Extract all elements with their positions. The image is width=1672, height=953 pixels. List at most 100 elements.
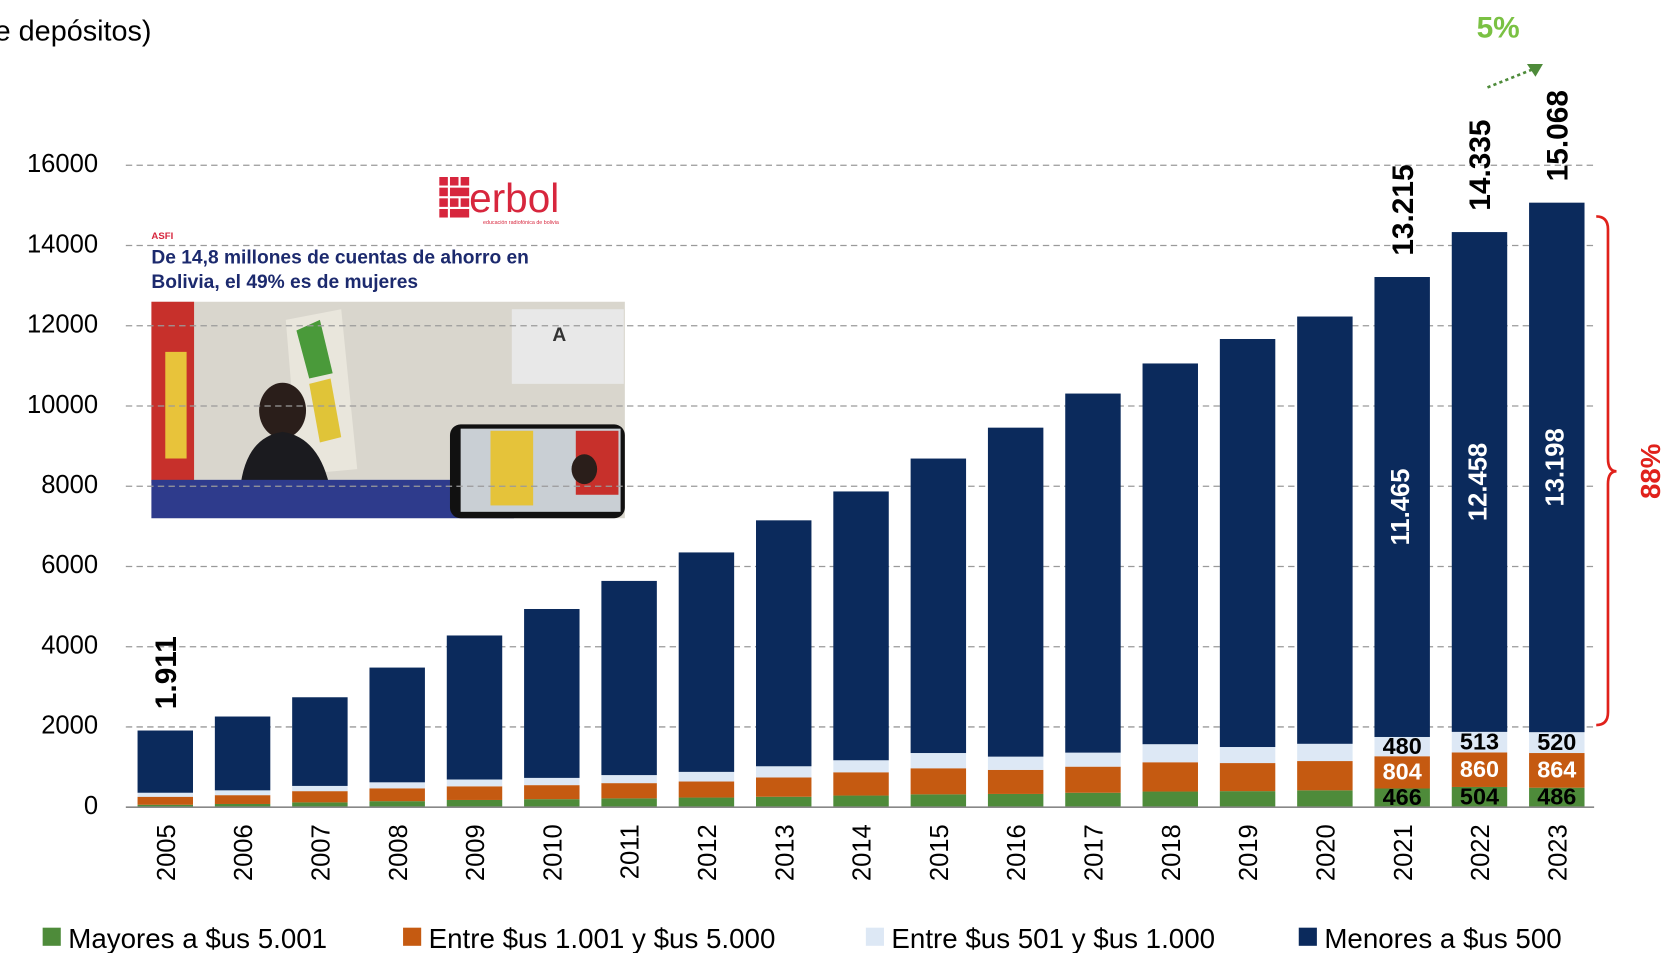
segment-label: 13.198 [1542, 428, 1570, 506]
bar-segment [987, 793, 1044, 808]
segment-label: 864 [1537, 757, 1576, 783]
legend-swatch [42, 927, 61, 946]
bar-segment [678, 771, 735, 782]
source-tag: ASFI [151, 231, 173, 242]
bar-segment [1374, 788, 1430, 808]
bar-segment [292, 791, 348, 803]
bar-segment [1219, 747, 1276, 764]
segment-label: 486 [1537, 784, 1576, 810]
y-tick-label: 16000 [27, 150, 98, 178]
bar-segment [1065, 393, 1121, 753]
bar-segment [369, 667, 425, 783]
bar-segment [214, 790, 271, 796]
bar-segment [369, 801, 425, 808]
bar-segment [1529, 753, 1585, 788]
y-tick-label: 12000 [27, 311, 98, 339]
legend-label: Mayores a $us 5.001 [68, 923, 327, 953]
share-annotation: 88% [1635, 444, 1666, 499]
share-bracket [1596, 215, 1617, 727]
x-tick-label: 2017 [1081, 824, 1109, 881]
bar-segment [601, 775, 657, 784]
bar-segment [137, 796, 194, 805]
news-photo: A [151, 301, 625, 519]
segment-label: 804 [1383, 759, 1422, 785]
bar-segment [833, 760, 889, 773]
legend-label: Entre $us 1.001 y $us 5.000 [429, 923, 776, 953]
x-tick-label: 2012 [694, 824, 722, 881]
bar-segment [601, 798, 657, 808]
bar-segment [292, 697, 348, 786]
bar-segment [756, 777, 812, 797]
bar-segment [1451, 752, 1508, 787]
bar-segment [833, 795, 889, 808]
bar-segment [678, 781, 735, 798]
logo-icon [439, 177, 470, 218]
bar-segment [369, 788, 425, 802]
bar-segment [756, 520, 812, 767]
growth-arrow-head [1526, 63, 1543, 77]
bar-segment [1374, 277, 1430, 737]
legend-label: Entre $us 501 y $us 1.000 [891, 923, 1215, 953]
bar-segment [1374, 756, 1430, 789]
x-tick-label: 2016 [1003, 824, 1031, 881]
bar-segment [1142, 744, 1198, 763]
bar-segment [833, 772, 889, 796]
legend-swatch [1298, 927, 1317, 946]
legend-swatch [403, 927, 422, 946]
x-tick-label: 2018 [1158, 824, 1186, 881]
y-tick-label: 10000 [27, 391, 98, 419]
bar-segment [1142, 791, 1198, 808]
bar-segment [369, 782, 425, 789]
bar-segment [1529, 202, 1585, 733]
bar-segment [910, 768, 967, 795]
x-tick-label: 2019 [1235, 824, 1263, 881]
y-tick-label: 8000 [41, 471, 98, 499]
bar-segment [137, 804, 194, 808]
x-tick-label: 2009 [462, 824, 490, 881]
x-tick-label: 2011 [617, 824, 645, 879]
bar-segment [1529, 732, 1585, 754]
bar-segment [1297, 316, 1353, 744]
x-tick-label: 2021 [1390, 824, 1418, 881]
bar-segment [910, 458, 967, 754]
x-tick-label: 2014 [849, 824, 877, 881]
bar-segment [292, 802, 348, 808]
bar-segment [910, 794, 967, 808]
x-tick-label: 2022 [1467, 824, 1495, 881]
bar-segment [1219, 338, 1276, 748]
bar-segment [1065, 766, 1121, 793]
bar-segment [1142, 363, 1198, 745]
bar-segment [214, 803, 271, 808]
bar-segment [137, 730, 194, 793]
bar-segment [524, 785, 580, 800]
bar-segment [987, 427, 1044, 757]
bar-segment [601, 783, 657, 799]
bar-segment [1065, 792, 1121, 808]
segment-label: 513 [1460, 728, 1499, 754]
bar-segment [1451, 232, 1508, 732]
y-tick-label: 2000 [41, 712, 98, 740]
y-tick-label: 0 [84, 792, 98, 820]
headline-line: Bolivia, el 49% es de mujeres [151, 272, 418, 293]
bar-segment [833, 491, 889, 761]
bar-segment [1219, 791, 1276, 808]
bar-segment [1219, 763, 1276, 792]
bar-segment [987, 769, 1044, 794]
bar-segment [524, 608, 580, 778]
x-tick-label: 2013 [771, 824, 799, 881]
legend-swatch [865, 927, 884, 946]
bar-segment [446, 786, 503, 800]
bar-segment [446, 635, 503, 780]
growth-arrow [1486, 67, 1536, 89]
bar-segment [987, 756, 1044, 770]
svg-text:A: A [552, 325, 566, 346]
x-tick-label: 2007 [307, 824, 335, 881]
x-tick-label: 2023 [1544, 824, 1572, 881]
y-tick-label: 4000 [41, 631, 98, 659]
segment-label: 11.465 [1387, 469, 1415, 546]
bar-segment [1297, 761, 1353, 791]
bar-segment [756, 796, 812, 808]
total-label: 13.215 [1387, 164, 1420, 255]
x-tick-label: 2010 [539, 824, 567, 881]
bar-segment [524, 799, 580, 808]
